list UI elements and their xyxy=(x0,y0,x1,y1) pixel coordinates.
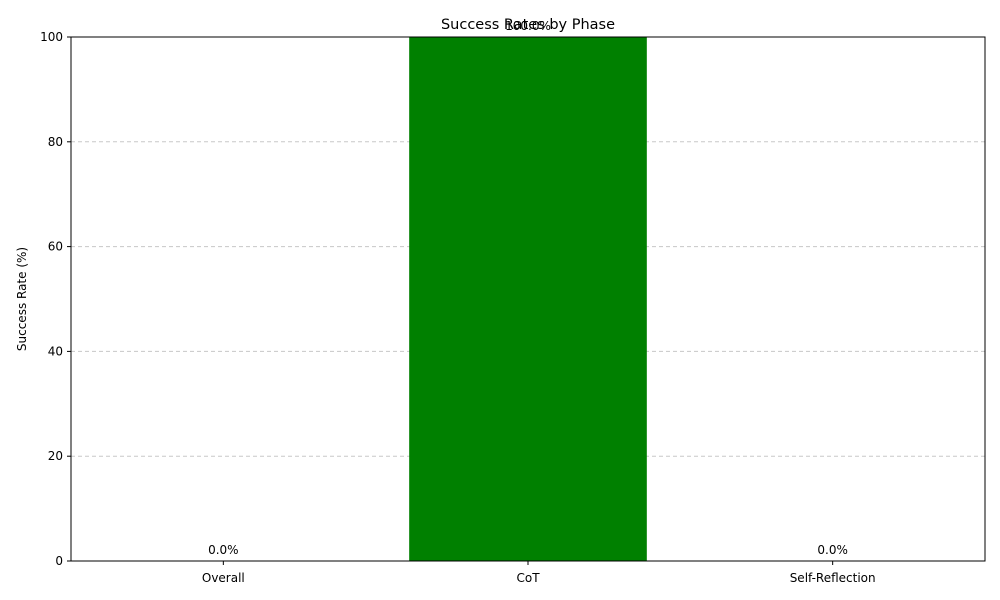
x-tick-label: Overall xyxy=(202,571,245,585)
y-axis-ticks: 0 20 40 60 80 100 xyxy=(40,30,71,568)
data-label: 0.0% xyxy=(208,543,239,557)
y-tick-label: 40 xyxy=(48,344,63,358)
x-tick-label: Self-Reflection xyxy=(790,571,876,585)
y-tick-label: 60 xyxy=(48,240,63,254)
x-axis-ticks: Overall CoT Self-Reflection xyxy=(202,561,876,585)
data-label: 0.0% xyxy=(817,543,848,557)
data-labels: 0.0% 100.0% 0.0% xyxy=(208,19,848,557)
y-tick-label: 100 xyxy=(40,30,63,44)
y-tick-label: 20 xyxy=(48,449,63,463)
chart-title: Success Rates by Phase xyxy=(441,17,615,33)
bars xyxy=(409,37,647,561)
bar-cot xyxy=(409,37,647,561)
y-axis-title: Success Rate (%) xyxy=(15,247,29,351)
y-tick-label: 0 xyxy=(55,554,63,568)
y-tick-label: 80 xyxy=(48,135,63,149)
data-label: 100.0% xyxy=(505,19,551,33)
x-tick-label: CoT xyxy=(516,571,540,585)
